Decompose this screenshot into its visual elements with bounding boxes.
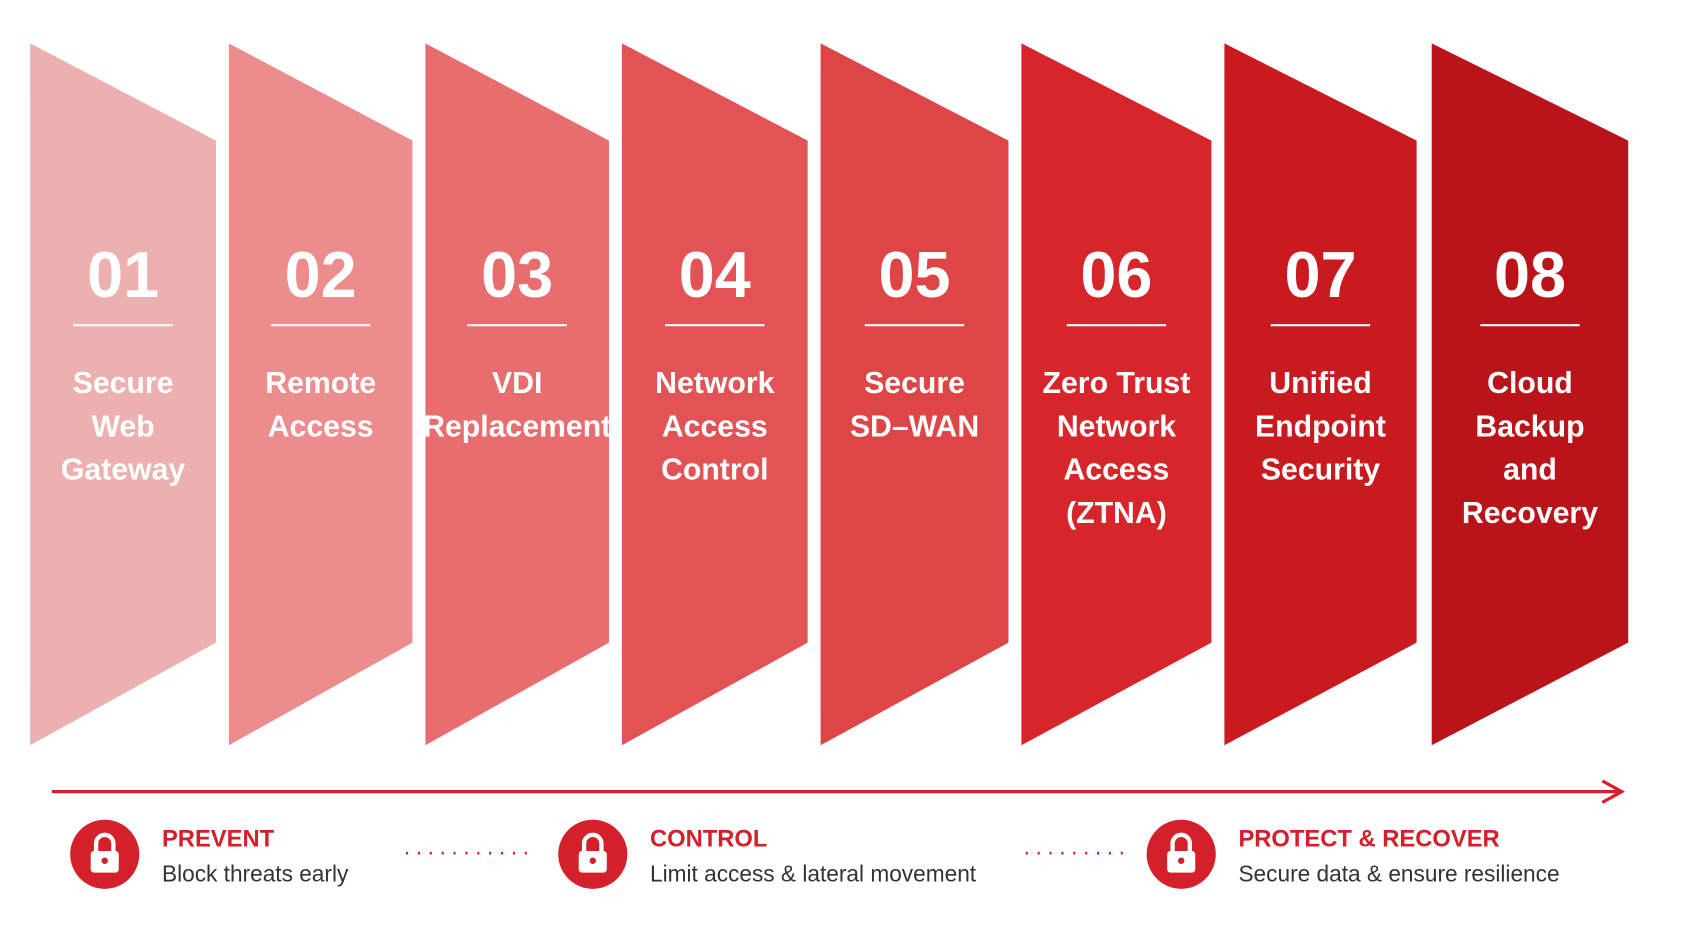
step-label: Secure: [864, 367, 965, 400]
lock-hole: [1177, 857, 1185, 864]
step-label: Zero Trust: [1043, 367, 1191, 400]
step-panel: [1021, 43, 1212, 746]
step-number: 04: [679, 238, 751, 311]
step-panel: [820, 43, 1009, 746]
step-label: Gateway: [61, 454, 185, 487]
step-label: Recovery: [1462, 497, 1598, 530]
step-label: Endpoint: [1255, 410, 1386, 443]
step-label: Access: [662, 410, 768, 443]
step-label: (ZTNA): [1066, 497, 1167, 530]
step-label: Network: [1057, 410, 1176, 443]
step-label: Backup: [1475, 410, 1584, 443]
step-panel: [228, 43, 413, 746]
step-number: 07: [1284, 238, 1356, 311]
stage-title: CONTROL: [650, 826, 767, 853]
lock-shackle: [93, 832, 116, 853]
step-label: Secure: [73, 367, 174, 400]
step-number: 08: [1494, 238, 1566, 311]
step-panel: [30, 43, 216, 746]
step-panel: [1224, 43, 1417, 746]
stage-description: Block threats early: [162, 860, 349, 886]
step-panel: [1431, 43, 1629, 746]
step-number: 02: [285, 238, 357, 311]
stage-description: Limit access & lateral movement: [650, 860, 977, 886]
lock-shackle: [581, 832, 604, 853]
lock-shackle: [1170, 832, 1193, 853]
step-number: 06: [1080, 238, 1152, 311]
lock-hole: [589, 857, 597, 864]
step-number: 01: [87, 238, 159, 311]
step-label: Remote: [265, 367, 376, 400]
step-label: Cloud: [1487, 367, 1573, 400]
step-number: 05: [878, 238, 950, 311]
arrow-head: [1601, 779, 1626, 804]
stage-title: PREVENT: [162, 826, 275, 853]
step-label: Unified: [1269, 367, 1371, 400]
step-label: Access: [1064, 454, 1170, 487]
step-panel: [621, 43, 808, 746]
step-label: Replacement: [423, 410, 611, 443]
step-label: Web: [91, 410, 154, 443]
step-label: Access: [268, 410, 374, 443]
step-panel: [425, 43, 609, 746]
step-label: SD–WAN: [850, 410, 979, 443]
lock-hole: [101, 857, 108, 864]
step-label: and: [1503, 454, 1557, 487]
step-label: Network: [655, 367, 774, 400]
step-number: 03: [481, 238, 553, 311]
step-label: Security: [1261, 454, 1380, 487]
step-label: VDI: [492, 367, 542, 400]
stage-title: PROTECT & RECOVER: [1238, 826, 1499, 853]
step-label: Control: [661, 454, 768, 487]
stage-description: Secure data & ensure resilience: [1238, 860, 1559, 886]
